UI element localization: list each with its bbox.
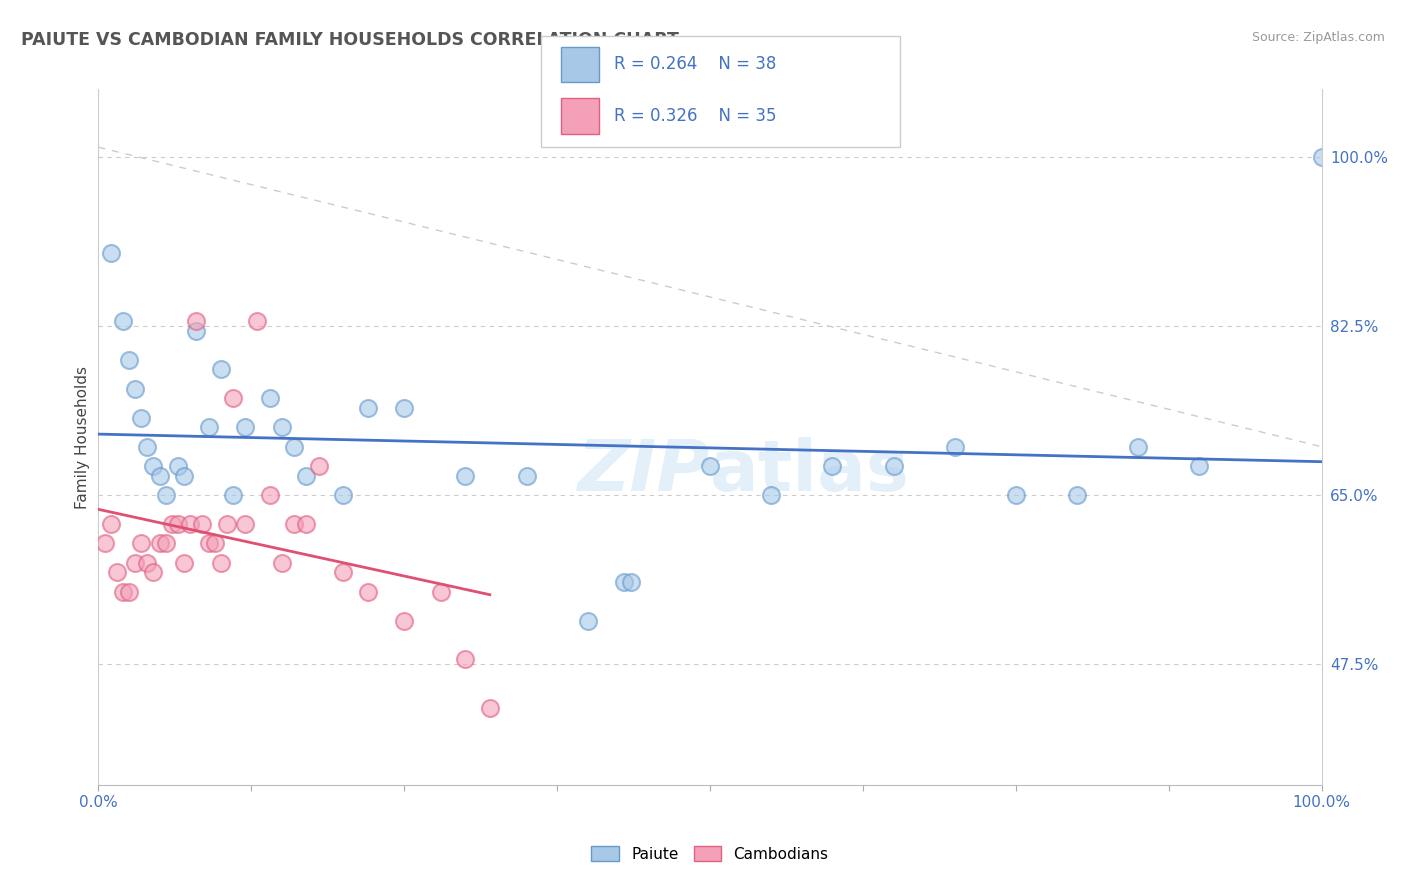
Point — [295, 468, 318, 483]
Point — [233, 420, 256, 434]
Text: ZIP: ZIP — [578, 437, 710, 507]
Point — [1188, 459, 1211, 474]
Point — [516, 468, 538, 483]
Text: PAIUTE VS CAMBODIAN FAMILY HOUSEHOLDS CORRELATION CHART: PAIUTE VS CAMBODIAN FAMILY HOUSEHOLDS CO… — [21, 31, 679, 49]
Point — [209, 362, 232, 376]
Point — [283, 517, 305, 532]
Point — [332, 488, 354, 502]
Point — [167, 517, 190, 532]
Point — [699, 459, 721, 474]
Point — [100, 517, 122, 532]
Point — [454, 468, 477, 483]
Point — [124, 382, 146, 396]
Point — [332, 566, 354, 580]
Point — [136, 440, 159, 454]
Point — [111, 314, 134, 328]
Point — [259, 392, 281, 406]
Point — [761, 488, 783, 502]
Point — [943, 440, 966, 454]
Point — [111, 584, 134, 599]
Point — [356, 401, 378, 416]
Point — [129, 536, 152, 550]
Point — [1066, 488, 1088, 502]
Legend: Paiute, Cambodians: Paiute, Cambodians — [585, 839, 835, 868]
Point — [478, 700, 501, 714]
Point — [142, 566, 165, 580]
Point — [270, 420, 294, 434]
Point — [209, 556, 232, 570]
Point — [167, 459, 190, 474]
Point — [430, 584, 453, 599]
Point — [1128, 440, 1150, 454]
Point — [883, 459, 905, 474]
Point — [392, 614, 416, 628]
Point — [105, 566, 128, 580]
Point — [576, 614, 599, 628]
Point — [173, 468, 195, 483]
Point — [186, 314, 208, 328]
Point — [613, 574, 636, 589]
Point — [233, 517, 256, 532]
Point — [124, 556, 146, 570]
Point — [204, 536, 226, 550]
Text: atlas: atlas — [710, 437, 910, 507]
Point — [155, 488, 177, 502]
Point — [191, 517, 214, 532]
Point — [222, 392, 245, 406]
Point — [186, 324, 208, 338]
Point — [93, 536, 115, 550]
Text: R = 0.326    N = 35: R = 0.326 N = 35 — [614, 107, 778, 125]
Point — [149, 468, 172, 483]
Point — [821, 459, 844, 474]
Point — [160, 517, 183, 532]
Point — [215, 517, 238, 532]
Point — [222, 488, 245, 502]
Point — [356, 584, 378, 599]
Point — [118, 584, 141, 599]
Point — [454, 652, 477, 666]
Point — [155, 536, 177, 550]
Point — [142, 459, 165, 474]
Point — [259, 488, 281, 502]
Point — [246, 314, 269, 328]
Point — [1310, 150, 1333, 164]
Point — [392, 401, 416, 416]
Point — [295, 517, 318, 532]
Point — [136, 556, 159, 570]
Point — [283, 440, 305, 454]
Point — [1004, 488, 1026, 502]
Point — [308, 459, 330, 474]
Text: Source: ZipAtlas.com: Source: ZipAtlas.com — [1251, 31, 1385, 45]
Point — [118, 352, 141, 367]
Point — [270, 556, 294, 570]
Point — [129, 410, 152, 425]
Point — [179, 517, 201, 532]
Point — [619, 574, 641, 589]
Point — [197, 420, 219, 434]
Point — [149, 536, 172, 550]
Y-axis label: Family Households: Family Households — [75, 366, 90, 508]
Point — [173, 556, 195, 570]
Point — [100, 246, 122, 260]
Text: R = 0.264    N = 38: R = 0.264 N = 38 — [614, 55, 776, 73]
Point — [197, 536, 219, 550]
